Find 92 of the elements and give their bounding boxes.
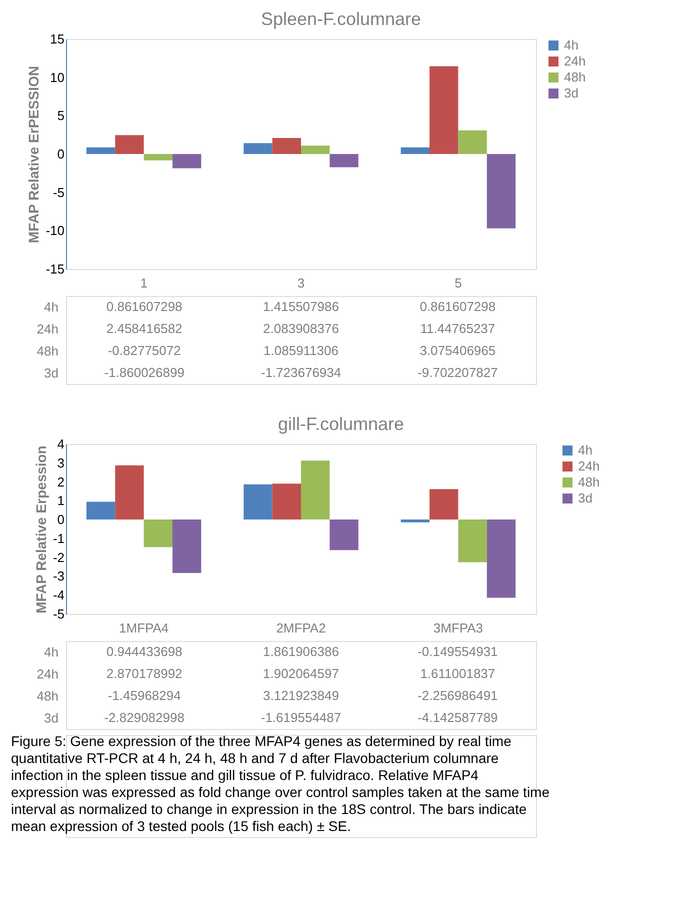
bar xyxy=(115,135,144,154)
x-tick-label: 1 xyxy=(140,276,148,290)
legend-label: 4h xyxy=(578,442,592,458)
bar xyxy=(430,66,458,154)
legend-label: 48h xyxy=(578,474,600,490)
caption: Figure 5: Gene expression of the three MFAP4 genes as determined by real time quantitative RT-PCR at 4 h, 24 h, 48 h and 7 d after Flavobacterium columnare infection in the spleen tissue and gill tissue of P. fulvidraco. Relative MFAP4 expression was expressed as fold change over control samples taken at the same time interval as normalized to change in expression in the 18S control. The bars indicate mean expression of 3 tested pools (15 fish each) ± SE. xyxy=(11,733,550,834)
y-tick-label: 5 xyxy=(57,108,64,124)
bar xyxy=(144,520,172,548)
bar xyxy=(272,484,301,520)
data-label: 2.870178992 xyxy=(106,666,182,681)
text: 24h xyxy=(36,666,58,682)
y-tick-label: 15 xyxy=(50,32,64,46)
y-tick-label: -1 xyxy=(52,530,64,546)
bar xyxy=(400,520,430,522)
bar xyxy=(430,489,458,520)
data-label: -2.256986491 xyxy=(418,688,498,703)
y-tick-label: 10 xyxy=(50,70,64,85)
x-tick-label: 1MFPA4 xyxy=(119,620,169,636)
data-label: 0.861607298 xyxy=(106,299,182,314)
bar xyxy=(86,147,116,154)
y-tick-label: -4 xyxy=(52,588,64,603)
bar xyxy=(172,154,202,168)
y-tick-label: -5 xyxy=(52,606,64,622)
bar xyxy=(330,520,358,550)
y-tick-label: 1 xyxy=(57,493,64,508)
bar xyxy=(458,520,487,562)
data-label: -4.142587789 xyxy=(418,710,498,725)
bar xyxy=(301,460,330,520)
y-tick-label: -2 xyxy=(52,550,64,565)
data-label: -1.45968294 xyxy=(108,688,181,703)
text: 3d xyxy=(44,710,58,726)
data-label: 0.861607298 xyxy=(420,299,496,314)
text: 4h xyxy=(44,644,58,660)
text: 3d xyxy=(44,366,58,380)
y-tick-label: -5 xyxy=(52,184,64,200)
legend-label: 4h xyxy=(564,38,578,52)
x-tick-label: 3MFPA3 xyxy=(433,620,483,636)
data-label: 2.083908376 xyxy=(263,321,339,336)
bar xyxy=(86,502,116,520)
legend-label: 48h xyxy=(564,70,586,84)
bar xyxy=(486,520,516,598)
data-label: -9.702207827 xyxy=(418,365,498,380)
x-tick-label: 3 xyxy=(297,276,305,290)
bar xyxy=(244,143,272,154)
data-label: -1.860026899 xyxy=(104,365,184,380)
bar xyxy=(400,147,430,154)
y-axis-title: MFAP Relative Erpession xyxy=(32,446,49,614)
bar xyxy=(244,484,272,520)
legend-label: 3d xyxy=(578,490,592,506)
data-label: -2.829082998 xyxy=(104,710,184,725)
bar xyxy=(458,130,487,154)
y-tick-label: 4 xyxy=(57,436,64,452)
x-tick-label: 2MFPA2 xyxy=(276,620,326,636)
chart-title: gill-F.columnare xyxy=(278,414,404,434)
bar xyxy=(115,465,144,520)
legend-label: 24h xyxy=(578,458,600,474)
bar xyxy=(301,146,330,154)
y-tick-label: 0 xyxy=(57,512,64,528)
text: 4h xyxy=(44,300,58,314)
y-tick-label: -3 xyxy=(52,568,64,584)
data-label: 1.611001837 xyxy=(420,666,496,681)
data-label: 0.944433698 xyxy=(106,644,182,659)
y-tick-label: -10 xyxy=(46,223,64,238)
y-tick-label: 2 xyxy=(57,474,64,490)
data-label: 2.458416582 xyxy=(106,321,182,336)
data-label: 1.861906386 xyxy=(263,644,339,659)
y-tick-label: -15 xyxy=(46,262,64,276)
legend-label: 24h xyxy=(564,54,586,68)
data-label: 3.121923849 xyxy=(263,688,339,703)
data-label: 11.44765237 xyxy=(420,321,496,336)
bar xyxy=(330,154,358,168)
data-label: -0.149554931 xyxy=(418,644,498,659)
data-label: 1.902064597 xyxy=(263,666,339,681)
data-label: -0.82775072 xyxy=(108,343,181,358)
data-label: 3.075406965 xyxy=(420,343,496,358)
x-tick-label: 5 xyxy=(454,276,462,290)
text: 48h xyxy=(36,344,58,358)
y-tick-label: 3 xyxy=(57,455,64,470)
text: 48h xyxy=(36,688,58,704)
bar xyxy=(486,154,516,228)
text: 24h xyxy=(36,322,58,336)
chart-title: Spleen-F.columnare xyxy=(260,9,422,29)
legend-label: 3d xyxy=(564,86,578,100)
bar xyxy=(144,154,172,160)
data-label: 1.415507986 xyxy=(263,299,339,314)
data-label: 1.085911306 xyxy=(264,343,338,358)
bar xyxy=(172,520,202,573)
y-axis-title: MFAP Relative ErPESSION xyxy=(26,66,42,244)
data-label: -1.619554487 xyxy=(260,710,342,725)
bar xyxy=(272,138,301,154)
data-label: -1.723676934 xyxy=(260,365,342,380)
y-tick-label: 0 xyxy=(57,146,64,162)
